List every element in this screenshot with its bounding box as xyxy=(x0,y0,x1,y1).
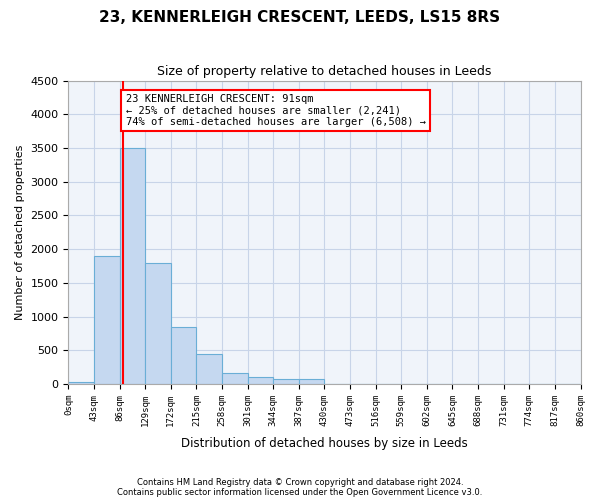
Bar xyxy=(68,382,94,384)
Title: Size of property relative to detached houses in Leeds: Size of property relative to detached ho… xyxy=(157,65,491,78)
Bar xyxy=(299,379,325,384)
Text: 23, KENNERLEIGH CRESCENT, LEEDS, LS15 8RS: 23, KENNERLEIGH CRESCENT, LEEDS, LS15 8R… xyxy=(100,10,500,25)
Text: 23 KENNERLEIGH CRESCENT: 91sqm
← 25% of detached houses are smaller (2,241)
74% : 23 KENNERLEIGH CRESCENT: 91sqm ← 25% of … xyxy=(125,94,425,127)
Bar xyxy=(145,262,171,384)
Bar xyxy=(119,148,145,384)
Bar xyxy=(248,377,273,384)
Bar xyxy=(273,379,299,384)
Bar xyxy=(222,373,248,384)
Bar xyxy=(94,256,119,384)
X-axis label: Distribution of detached houses by size in Leeds: Distribution of detached houses by size … xyxy=(181,437,468,450)
Bar xyxy=(196,354,222,384)
Y-axis label: Number of detached properties: Number of detached properties xyxy=(15,144,25,320)
Text: Contains HM Land Registry data © Crown copyright and database right 2024.
Contai: Contains HM Land Registry data © Crown c… xyxy=(118,478,482,497)
Bar xyxy=(171,326,196,384)
